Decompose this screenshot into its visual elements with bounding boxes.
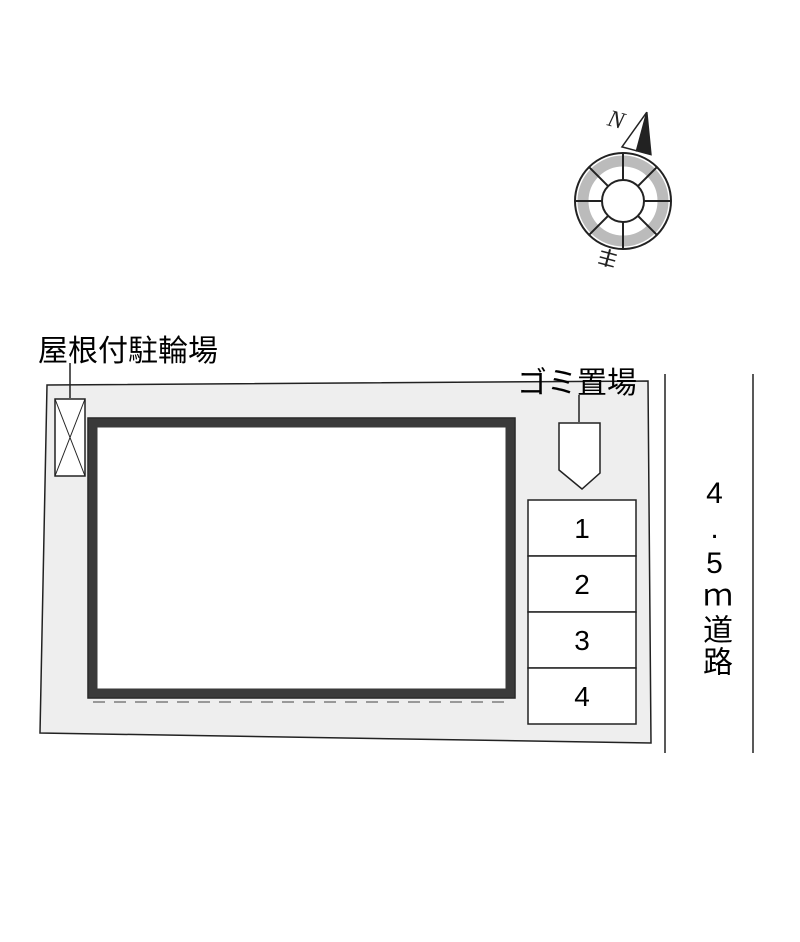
garbage-label: ゴミ置場 [517,358,637,402]
compass-north-label: N [604,105,629,135]
parking-spot-number: 2 [574,569,590,600]
parking-spot-number: 4 [574,681,590,712]
parking-spot-number: 1 [574,513,590,544]
site-plan-svg: 1 2 3 4 N [0,0,800,942]
bike-parking-label: 屋根付駐輪場 [38,326,218,370]
compass-icon: N [575,105,671,266]
parking-spot-number: 3 [574,625,590,656]
road-label: 4.5ｍ道路 [692,477,736,678]
building [93,423,510,693]
